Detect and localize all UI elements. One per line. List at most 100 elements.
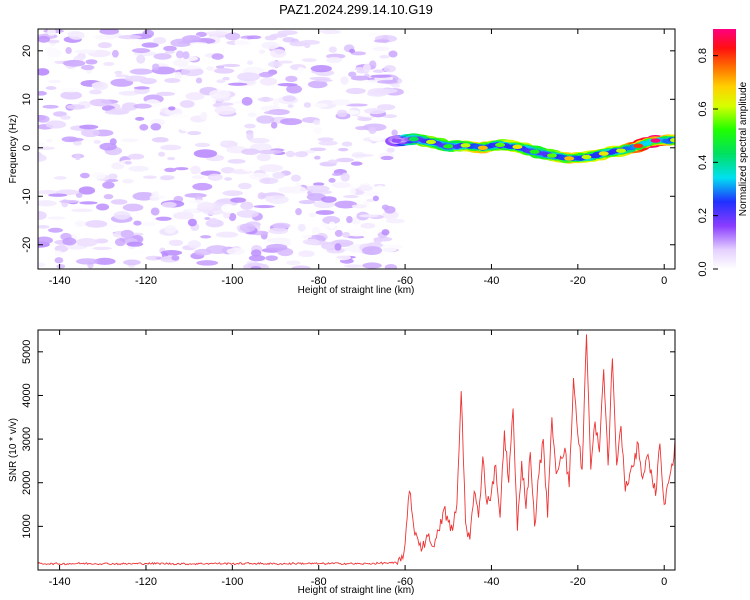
noise-blob — [215, 65, 225, 69]
noise-blob — [315, 78, 333, 83]
noise-blob — [209, 217, 219, 225]
noise-blob — [158, 151, 166, 157]
noise-blob — [141, 42, 159, 48]
noise-blob — [149, 196, 160, 201]
noise-blob — [295, 182, 302, 191]
noise-blob — [349, 48, 356, 54]
noise-blob — [197, 201, 216, 211]
noise-blob — [151, 63, 160, 71]
noise-blob — [222, 190, 243, 197]
noise-blob — [201, 58, 218, 64]
noise-blob — [374, 88, 398, 94]
noise-blob — [186, 208, 199, 213]
noise-blob — [221, 203, 235, 213]
noise-blob — [270, 121, 278, 129]
noise-blob — [257, 192, 266, 200]
noise-blob — [38, 91, 47, 96]
noise-blob — [214, 105, 237, 115]
noise-blob — [200, 235, 212, 239]
noise-blob — [380, 244, 398, 253]
noise-blob — [74, 153, 81, 161]
noise-blob — [190, 165, 201, 175]
noise-blob — [237, 182, 252, 190]
x-tick-label: -40 — [484, 275, 500, 287]
x-tick-label: -140 — [49, 576, 71, 588]
noise-blob — [62, 237, 77, 246]
noise-blob — [368, 127, 377, 134]
noise-blob — [318, 140, 338, 146]
noise-blob — [54, 176, 67, 180]
ridge-point — [495, 142, 506, 148]
noise-blob — [38, 224, 50, 229]
noise-blob — [347, 228, 367, 237]
snr-x-axis: -140 -120 -100 -80 -60 -40 -20 0 — [49, 330, 667, 588]
noise-blob — [216, 79, 226, 84]
noise-blob — [48, 193, 68, 197]
noise-blob — [104, 109, 129, 115]
noise-blob — [250, 249, 262, 257]
noise-blob — [384, 264, 398, 269]
noise-blob — [334, 200, 358, 209]
y-tick-label: 0 — [21, 145, 33, 151]
noise-blob — [383, 65, 396, 73]
noise-blob — [302, 238, 320, 245]
noise-blob — [179, 125, 195, 132]
noise-blob — [312, 182, 325, 186]
noise-blob — [44, 56, 60, 63]
noise-blob — [55, 189, 80, 196]
noise-blob — [92, 246, 112, 251]
noise-blob — [161, 201, 177, 208]
noise-blob — [306, 185, 330, 193]
noise-blob — [372, 46, 390, 52]
noise-blob — [72, 140, 82, 146]
noise-blob — [97, 42, 112, 49]
noise-blob — [66, 104, 86, 110]
noise-blob — [265, 255, 278, 261]
snr-panel: -140 -120 -100 -80 -60 -40 -20 0 1000 2000 3000 40… — [8, 329, 676, 596]
noise-blob — [277, 186, 298, 194]
x-tick-label: -140 — [49, 275, 71, 287]
noise-blob — [388, 50, 398, 58]
noise-blob — [164, 78, 181, 83]
noise-blob — [172, 59, 189, 67]
colorbar-tick-label: 0.8 — [697, 48, 709, 63]
noise-blob — [103, 193, 114, 200]
noise-blob — [221, 262, 235, 269]
noise-blob — [207, 97, 217, 105]
noise-blob — [344, 264, 363, 268]
noise-blob — [311, 226, 321, 235]
noise-blob — [187, 240, 201, 249]
noise-blob — [294, 151, 309, 158]
spectrogram-frame — [37, 28, 676, 270]
noise-blob — [133, 86, 150, 90]
noise-blob — [56, 264, 66, 269]
noise-blob — [179, 100, 195, 108]
noise-blob — [364, 108, 386, 115]
noise-blob — [174, 167, 189, 171]
noise-blob — [362, 262, 382, 269]
noise-blob — [191, 175, 205, 180]
noise-blob — [342, 231, 351, 238]
noise-blob — [187, 218, 197, 227]
noise-blob — [155, 216, 172, 221]
noise-blob — [343, 194, 359, 199]
noise-blob — [300, 124, 322, 128]
noise-blob — [334, 229, 343, 237]
noise-blob — [115, 74, 130, 78]
noise-blob — [350, 75, 370, 81]
noise-blob — [258, 49, 266, 54]
noise-blob — [80, 64, 95, 71]
ridge-point — [670, 137, 675, 143]
noise-blob — [131, 250, 146, 256]
noise-blob — [327, 159, 339, 165]
ridge-point — [650, 138, 661, 143]
noise-blob — [156, 91, 175, 97]
noise-blob — [195, 77, 203, 84]
noise-blob — [268, 61, 283, 68]
noise-blob — [116, 60, 124, 69]
noise-blob — [160, 144, 182, 151]
noise-blob — [345, 103, 368, 107]
noise-blob — [287, 104, 294, 108]
ridge-point — [391, 138, 402, 143]
noise-blob — [236, 209, 259, 218]
